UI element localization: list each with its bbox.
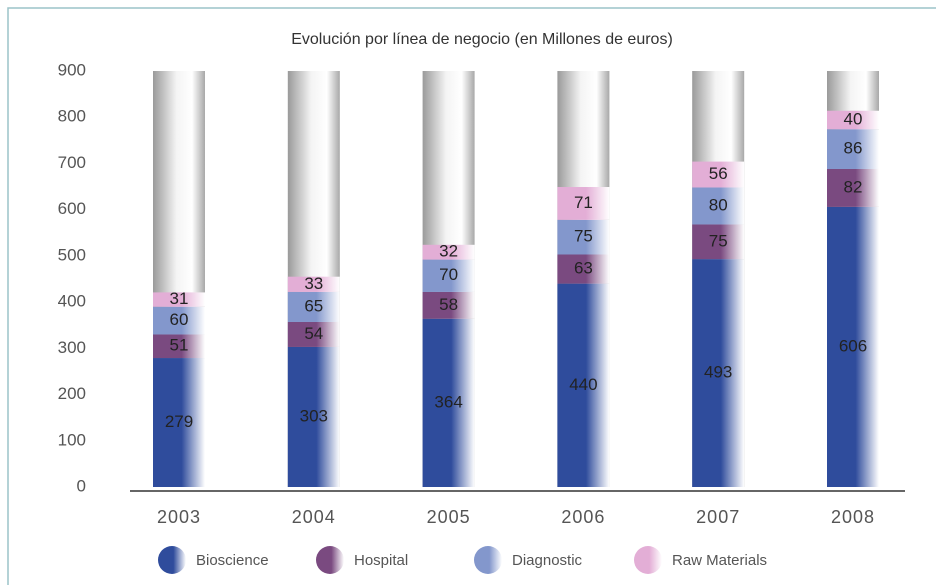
y-tick-label: 900 <box>58 60 86 79</box>
y-tick-label: 300 <box>58 338 86 357</box>
bar-segment <box>557 219 610 255</box>
bar-segment <box>153 334 205 359</box>
data-label: 58 <box>439 295 458 314</box>
data-label: 33 <box>304 274 323 293</box>
data-label: 32 <box>439 242 458 261</box>
bar-segment <box>422 244 475 260</box>
frame <box>7 7 936 585</box>
legend-label: Hospital <box>354 552 408 569</box>
bar-segment <box>153 358 205 487</box>
data-label: 75 <box>574 227 593 246</box>
bar-segment <box>692 161 745 188</box>
legend-label: Raw Materials <box>672 552 767 569</box>
y-tick-label: 0 <box>77 476 86 495</box>
x-tick-label: 2008 <box>831 507 875 527</box>
bar-segment <box>827 206 879 488</box>
bar-segment <box>827 129 879 169</box>
bar-segment <box>422 318 475 487</box>
legend-swatch <box>316 546 344 574</box>
bar-segment <box>557 254 610 284</box>
data-label: 303 <box>300 406 328 425</box>
bar-segment <box>692 259 745 487</box>
data-label: 54 <box>304 324 323 343</box>
data-label: 63 <box>574 259 593 278</box>
y-tick-label: 600 <box>58 199 86 218</box>
x-tick-label: 2003 <box>157 507 201 527</box>
legend-label: Diagnostic <box>512 552 583 569</box>
bar-segment <box>692 224 745 260</box>
data-label: 440 <box>569 375 597 394</box>
legend-swatch <box>474 546 502 574</box>
data-label: 56 <box>709 164 728 183</box>
bar-segment <box>287 291 340 322</box>
x-tick-label: 2004 <box>292 507 336 527</box>
data-label: 75 <box>709 231 728 250</box>
legend-swatch <box>634 546 662 574</box>
bar-segment <box>422 259 475 292</box>
data-label: 82 <box>844 177 863 196</box>
y-tick-label: 500 <box>58 245 86 264</box>
data-label: 86 <box>844 139 863 158</box>
data-label: 279 <box>165 412 193 431</box>
bar-segment <box>287 321 340 347</box>
y-tick-label: 100 <box>58 430 86 449</box>
x-tick-label: 2005 <box>427 507 471 527</box>
data-label: 60 <box>170 310 189 329</box>
y-tick-label: 800 <box>58 107 86 126</box>
data-label: 80 <box>709 195 728 214</box>
data-label: 493 <box>704 363 732 382</box>
y-tick-label: 700 <box>58 153 86 172</box>
bar-segment <box>827 168 879 207</box>
bar-segment <box>287 276 340 292</box>
data-label: 606 <box>839 336 867 355</box>
bar-segment <box>153 306 205 335</box>
data-label: 40 <box>844 109 863 128</box>
chart-title: Evolución por línea de negocio (en Millo… <box>291 31 673 48</box>
bar-segment <box>557 187 610 220</box>
data-label: 51 <box>170 336 189 355</box>
bar-segment <box>557 283 610 487</box>
bar-segment <box>422 291 475 319</box>
y-tick-label: 200 <box>58 384 86 403</box>
bar-segment <box>692 187 745 225</box>
bar-segment <box>153 292 205 307</box>
data-label: 364 <box>434 392 462 411</box>
data-label: 70 <box>439 265 458 284</box>
bar-segment <box>287 346 340 487</box>
y-tick-label: 400 <box>58 292 86 311</box>
data-label: 65 <box>304 296 323 315</box>
data-label: 71 <box>574 193 593 212</box>
legend-swatch <box>158 546 186 574</box>
x-tick-label: 2007 <box>696 507 740 527</box>
legend-label: Bioscience <box>196 552 269 569</box>
bar-segment <box>827 110 879 130</box>
x-tick-label: 2006 <box>561 507 605 527</box>
data-label: 31 <box>170 289 189 308</box>
